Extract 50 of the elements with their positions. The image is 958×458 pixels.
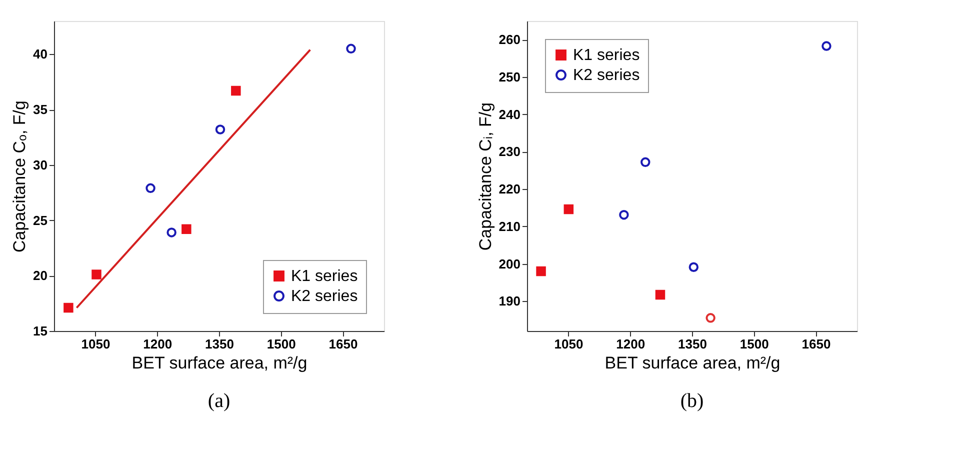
x-tick-label: 1050 [554,336,584,352]
text: (b) [680,390,704,412]
x-tick-label: 1200 [143,336,172,352]
y-tick-label: 190 [498,294,520,309]
x-tick-label: 1050 [81,336,110,352]
point [564,204,574,214]
legend-label: K1 series [573,47,640,64]
y-tick-label: 15 [33,324,48,338]
point [655,290,666,300]
point [688,262,699,272]
point [822,41,832,51]
y-tick-label: 230 [498,144,520,160]
y-tick-label: 260 [498,32,520,48]
point [536,266,546,276]
x-tick-label: 1500 [740,336,769,352]
point [640,157,650,168]
x-axis-title: BET surface area, m²/g [604,354,780,372]
x-tick-label: 1650 [328,336,358,352]
point [64,302,74,313]
y-tick-label: 210 [498,218,520,234]
x-tick-label: 1350 [205,336,234,352]
y-tick-label: 220 [498,182,520,197]
x-tick-label: 1500 [266,336,296,352]
point [182,224,192,234]
legend-label: K1 series [291,268,358,285]
y-tick-label: 250 [498,70,520,85]
point [706,313,716,323]
legend-label: K2 series [573,67,640,84]
point [619,210,629,220]
y-tick-label: 25 [33,212,48,228]
y-axis-title: Capacitance Cₒ, F/g [10,100,30,252]
y-tick-label: 35 [33,102,48,118]
y-tick-label: 40 [33,46,48,62]
point [346,44,356,54]
y-tick-label: 200 [498,256,520,272]
point [231,86,241,96]
legend-label: K2 series [291,288,358,305]
x-tick-label: 1200 [616,336,646,352]
point [92,270,102,280]
point [215,124,226,134]
x-tick-label: 1650 [802,336,831,352]
y-axis-title: Capacitance Cᵢ, F/g [476,102,495,251]
point [166,228,176,238]
y-tick-label: 20 [33,268,48,284]
point [146,183,156,194]
x-tick-label: 1350 [678,336,707,352]
y-tick-label: 240 [498,106,520,122]
y-tick-label: 30 [33,157,48,172]
text: (a) [208,390,230,412]
x-axis-title: BET surface area, m²/g [132,354,308,372]
